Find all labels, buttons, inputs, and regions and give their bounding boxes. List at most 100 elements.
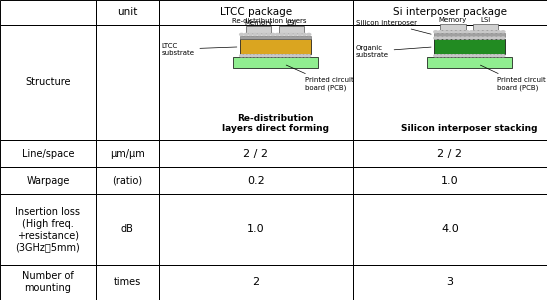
Bar	[353, 265, 547, 300]
Bar	[96, 194, 158, 265]
Circle shape	[501, 31, 505, 33]
Text: dB: dB	[121, 224, 133, 234]
Circle shape	[247, 55, 251, 57]
Bar	[233, 57, 317, 68]
Text: LTCC package: LTCC package	[220, 7, 292, 17]
Circle shape	[268, 55, 272, 57]
Bar	[440, 24, 465, 30]
Circle shape	[279, 55, 282, 57]
Text: Silicon interposer stacking: Silicon interposer stacking	[401, 124, 538, 134]
Circle shape	[474, 37, 478, 39]
Bar	[158, 140, 353, 167]
Circle shape	[304, 55, 307, 57]
Circle shape	[459, 55, 463, 57]
Circle shape	[444, 55, 448, 57]
Circle shape	[501, 37, 505, 39]
Circle shape	[487, 55, 491, 57]
Bar	[434, 39, 505, 54]
Bar	[158, 25, 353, 140]
Circle shape	[488, 37, 492, 39]
Bar	[473, 24, 498, 30]
Circle shape	[451, 55, 455, 57]
Circle shape	[250, 55, 254, 57]
Circle shape	[447, 31, 451, 33]
Circle shape	[479, 37, 483, 39]
Circle shape	[456, 37, 460, 39]
Text: μm/μm: μm/μm	[110, 148, 145, 159]
Bar	[353, 167, 547, 194]
Text: (ratio): (ratio)	[112, 176, 142, 186]
Circle shape	[254, 55, 257, 57]
Circle shape	[441, 55, 445, 57]
Circle shape	[479, 31, 483, 33]
Circle shape	[240, 55, 244, 57]
Text: Si interposer package: Si interposer package	[393, 7, 507, 17]
Text: 2 / 2: 2 / 2	[244, 148, 268, 159]
Circle shape	[443, 37, 446, 39]
Circle shape	[294, 33, 297, 35]
Text: 1.0: 1.0	[441, 176, 459, 186]
Circle shape	[465, 31, 469, 33]
Bar	[353, 194, 547, 265]
Bar	[96, 25, 158, 140]
Circle shape	[461, 37, 465, 39]
Circle shape	[483, 31, 487, 33]
Circle shape	[452, 31, 455, 33]
Circle shape	[276, 33, 279, 35]
Circle shape	[307, 55, 311, 57]
Bar	[246, 26, 271, 33]
Text: times: times	[113, 277, 141, 287]
Text: unit: unit	[117, 7, 137, 17]
Circle shape	[275, 55, 279, 57]
Circle shape	[434, 31, 438, 33]
Circle shape	[244, 33, 248, 35]
Circle shape	[461, 31, 465, 33]
Circle shape	[266, 33, 270, 35]
Circle shape	[466, 55, 469, 57]
Bar	[427, 57, 512, 68]
Circle shape	[253, 33, 257, 35]
Circle shape	[483, 37, 487, 39]
Circle shape	[261, 55, 265, 57]
Circle shape	[470, 37, 474, 39]
Circle shape	[289, 55, 293, 57]
Text: Structure: Structure	[25, 77, 71, 87]
Text: 2 / 2: 2 / 2	[438, 148, 463, 159]
Text: Organic
substrate: Organic substrate	[356, 45, 431, 58]
Text: LSI: LSI	[481, 17, 491, 23]
Bar	[96, 265, 158, 300]
Circle shape	[452, 37, 455, 39]
Circle shape	[455, 55, 459, 57]
Circle shape	[490, 55, 494, 57]
Bar	[353, 0, 547, 25]
Circle shape	[296, 55, 300, 57]
Bar	[240, 39, 311, 54]
Circle shape	[257, 55, 261, 57]
Text: LTCC
substrate: LTCC substrate	[161, 43, 237, 56]
Circle shape	[470, 31, 474, 33]
Text: Silicon interposer: Silicon interposer	[356, 20, 431, 34]
Circle shape	[302, 33, 306, 35]
Circle shape	[243, 55, 247, 57]
Circle shape	[293, 55, 296, 57]
Bar	[158, 194, 353, 265]
Circle shape	[492, 37, 496, 39]
Text: 2: 2	[252, 277, 259, 287]
Text: Re-distribution layers: Re-distribution layers	[232, 18, 307, 24]
Text: Insertion loss
(High freq.
+resistance)
(3GHz、5mm): Insertion loss (High freq. +resistance) …	[16, 207, 81, 252]
Circle shape	[298, 33, 302, 35]
Text: Line/space: Line/space	[22, 148, 74, 159]
Text: Warpage: Warpage	[26, 176, 70, 186]
Circle shape	[285, 33, 289, 35]
Circle shape	[249, 33, 252, 35]
Circle shape	[501, 55, 505, 57]
Circle shape	[447, 37, 451, 39]
Circle shape	[438, 55, 441, 57]
Bar	[0, 140, 96, 167]
Circle shape	[492, 31, 496, 33]
Circle shape	[474, 31, 478, 33]
Bar	[0, 0, 96, 25]
Text: 0.2: 0.2	[247, 176, 265, 186]
Circle shape	[476, 55, 480, 57]
Circle shape	[469, 55, 473, 57]
